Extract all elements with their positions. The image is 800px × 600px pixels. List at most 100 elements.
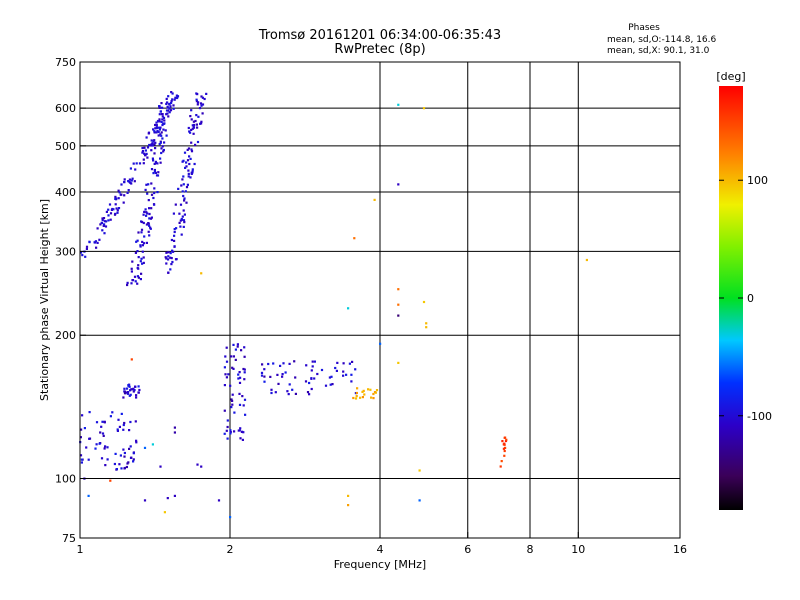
data-point [311, 360, 314, 363]
data-point [155, 127, 158, 130]
data-point [146, 212, 149, 215]
data-point [166, 497, 169, 500]
data-point [313, 360, 316, 363]
y-tick-label: 100 [55, 473, 76, 486]
data-point [243, 355, 246, 358]
data-point [173, 234, 176, 237]
data-point [166, 106, 169, 109]
data-point [175, 227, 178, 230]
data-point [146, 192, 149, 195]
data-point [153, 162, 156, 165]
data-point [98, 442, 101, 445]
data-point [231, 366, 234, 369]
data-point [182, 194, 185, 198]
phase-stats: Phases mean, sd,O:-114.8, 16.6 mean, sd,… [607, 23, 717, 56]
data-point [137, 385, 140, 388]
data-point [141, 244, 144, 247]
data-point [154, 141, 157, 144]
data-point [80, 458, 83, 461]
data-point [230, 355, 233, 358]
data-point [201, 112, 204, 115]
data-point [184, 166, 187, 169]
data-point [190, 128, 193, 131]
data-point [348, 362, 351, 365]
data-point [148, 143, 151, 147]
data-point [130, 267, 133, 270]
data-point [367, 388, 370, 391]
data-point [167, 109, 170, 112]
data-point [180, 217, 183, 221]
data-point [96, 227, 99, 230]
data-point [158, 143, 161, 146]
colorbar-label: [deg] [716, 70, 745, 83]
data-point [158, 128, 161, 131]
data-point [105, 210, 108, 213]
data-point [126, 281, 129, 284]
data-point [108, 203, 112, 206]
x-tick-label: 2 [227, 543, 234, 556]
data-point [200, 95, 203, 98]
data-point [175, 258, 178, 261]
data-point [182, 175, 185, 178]
data-point [242, 404, 245, 407]
data-point [137, 391, 140, 394]
data-point [190, 109, 193, 112]
data-point [379, 342, 382, 345]
data-point [193, 162, 196, 166]
data-point [353, 237, 356, 240]
data-point [198, 107, 202, 110]
data-point [79, 436, 82, 439]
data-point [226, 419, 229, 422]
data-point [233, 411, 236, 414]
data-point [126, 283, 129, 287]
data-point [100, 425, 103, 428]
data-point [191, 168, 194, 171]
data-point [173, 230, 176, 234]
data-point [199, 102, 203, 105]
data-point [342, 374, 345, 377]
data-point [354, 368, 357, 371]
data-point [263, 368, 266, 371]
colorbar: [deg] 100 0 -100 [716, 70, 772, 510]
data-point [151, 144, 154, 147]
data-point [397, 103, 400, 106]
data-point [173, 98, 176, 101]
data-point [185, 165, 188, 168]
data-point [127, 180, 130, 183]
data-point [205, 92, 208, 95]
data-point [102, 217, 106, 220]
data-point [143, 152, 146, 155]
data-point [157, 130, 160, 134]
data-point [155, 174, 159, 177]
data-point [324, 384, 328, 387]
data-point [99, 431, 102, 434]
data-point [106, 446, 109, 449]
data-point [137, 276, 140, 279]
data-point [141, 240, 144, 243]
data-point [157, 134, 160, 137]
data-point [232, 355, 235, 358]
data-point [134, 168, 137, 171]
data-point [154, 123, 157, 127]
data-point [225, 429, 228, 432]
data-point [183, 151, 187, 154]
data-point [107, 214, 110, 217]
data-point [123, 194, 126, 197]
data-point [158, 106, 161, 109]
data-point [183, 213, 186, 216]
data-point [335, 369, 338, 372]
data-point [173, 245, 176, 248]
phase-stats-x-line: mean, sd,X: 90.1, 31.0 [607, 46, 710, 56]
data-point [153, 130, 156, 133]
data-point [151, 157, 154, 160]
data-point [142, 261, 145, 264]
data-point [150, 207, 153, 210]
data-point [305, 364, 308, 367]
data-point [328, 376, 331, 379]
data-point [130, 358, 133, 361]
data-point [284, 371, 287, 374]
data-point [397, 288, 400, 291]
data-point [243, 346, 246, 349]
data-point [123, 387, 126, 390]
data-point [310, 387, 313, 391]
